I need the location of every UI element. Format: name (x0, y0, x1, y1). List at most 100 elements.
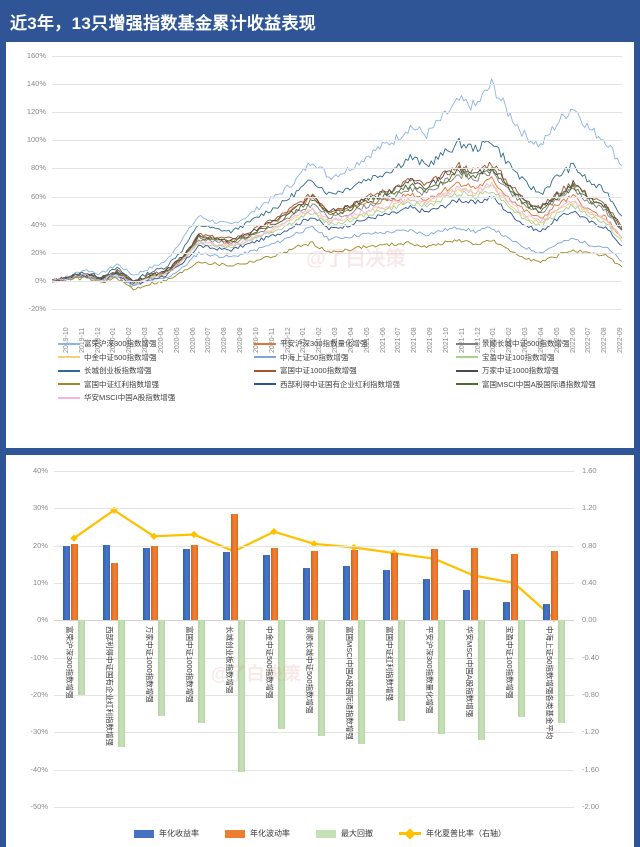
bar-annual-volatility[interactable] (350, 549, 358, 621)
legend-item-label: 西部利得中证国有企业红利指数增强 (280, 379, 400, 389)
line-chart-y-tick: 20% (30, 247, 46, 257)
bar-annual-volatility[interactable] (470, 547, 478, 621)
line-chart-gridline (52, 56, 622, 57)
legend-item-label: 宝盈中证100指数增强 (482, 352, 555, 362)
bar-chart-gridline (54, 471, 574, 472)
line-chart-plot-area (52, 56, 622, 310)
bar-annual-return[interactable] (63, 545, 70, 621)
bar-max-drawdown[interactable] (558, 620, 565, 723)
line-chart-y-tick: 140% (26, 79, 46, 89)
bar-annual-return[interactable] (143, 547, 150, 621)
bar-max-drawdown[interactable] (318, 620, 325, 737)
bar-annual-return[interactable] (183, 549, 190, 621)
bar-category-label: 中海上证50指数增强各类基金平均 (545, 626, 554, 740)
bar-annual-volatility[interactable] (430, 549, 438, 621)
bar-category-label: 景顺长城中证500指数增强 (305, 626, 314, 714)
bar-category-label: 富国中证1000指数增强 (185, 626, 194, 704)
bar-annual-return[interactable] (543, 603, 550, 621)
bar-max-drawdown[interactable] (158, 620, 165, 716)
bar-legend-item[interactable]: 最大回撤 (316, 828, 373, 839)
bar-legend-item[interactable]: 年化夏普比率（右轴） (399, 828, 506, 839)
bar-annual-volatility[interactable] (190, 544, 198, 621)
bar-annual-return[interactable] (383, 569, 390, 621)
legend-item-label: 富荣沪深300指数增强 (84, 339, 157, 348)
bar-annual-return[interactable] (343, 566, 350, 621)
line-chart-y-tick: 40% (30, 219, 46, 229)
legend-row: 长城创业板指数增强 富国中证1000指数增强 万家中证1000指数增强 (58, 365, 638, 376)
legend-bar-swatch (316, 829, 336, 838)
legend-item[interactable]: 华安MSCI中国A股指数增强 (58, 392, 254, 403)
bar-annual-volatility[interactable] (510, 553, 518, 621)
bar-legend-label: 最大回撤 (341, 829, 373, 838)
bar-chart-gridline (54, 807, 574, 808)
legend-item-label: 中金中证500指数增强 (84, 352, 157, 362)
bar-max-drawdown[interactable] (518, 620, 525, 718)
bar-max-drawdown[interactable] (118, 620, 125, 748)
legend-item[interactable]: 景顺长城中证500指数增强 (456, 338, 570, 349)
bar-max-drawdown[interactable] (78, 620, 85, 695)
line-series (52, 169, 622, 282)
legend-item[interactable]: 万家中证1000指数增强 (456, 365, 559, 376)
bar-annual-volatility[interactable] (550, 551, 558, 621)
bar-annual-return[interactable] (463, 590, 470, 621)
bar-annual-return[interactable] (223, 552, 230, 621)
bar-max-drawdown[interactable] (198, 620, 205, 723)
legend-item-label: 平安沪深300指数量化增强 (280, 339, 368, 348)
line-chart-gridline (52, 280, 622, 282)
bar-annual-return[interactable] (103, 544, 110, 621)
bar-annual-volatility[interactable] (110, 563, 118, 621)
legend-item[interactable]: 富荣沪深300指数增强 (58, 338, 254, 349)
bar-chart-left-tick: 40% (32, 466, 48, 475)
line-chart-gridline (52, 84, 622, 86)
legend-item-label: 富国MSCI中国A股国际通指数增强 (482, 379, 596, 389)
bar-legend-item[interactable]: 年化波动率 (225, 828, 290, 839)
legend-item[interactable]: 富国中证1000指数增强 (254, 365, 456, 376)
line-chart-y-tick: 60% (30, 191, 46, 201)
bar-annual-return[interactable] (503, 601, 510, 621)
line-chart-y-tick: 80% (30, 163, 46, 173)
legend-item[interactable]: 西部利得中证国有企业红利指数增强 (254, 379, 456, 390)
legend-item-label: 长城创业板指数增强 (84, 366, 152, 375)
bar-category-label: 中金中证500指数增强 (265, 626, 274, 699)
bar-chart-right-tick: -2.00 (582, 802, 600, 811)
bar-chart-left-tick: 30% (32, 503, 48, 513)
legend-item[interactable]: 富国中证红利指数增强 (58, 379, 254, 390)
bar-chart-right-tick: 0.80 (582, 540, 597, 550)
bar-annual-volatility[interactable] (270, 548, 278, 621)
bar-max-drawdown[interactable] (398, 620, 405, 722)
bar-annual-volatility[interactable] (310, 550, 318, 621)
bar-annual-return[interactable] (423, 579, 430, 621)
sharpe-marker (70, 534, 78, 542)
bar-annual-volatility[interactable] (230, 513, 238, 621)
legend-item-label: 景顺长城中证500指数增强 (482, 339, 570, 348)
bar-chart-right-tick: 0.40 (582, 578, 597, 587)
bar-max-drawdown[interactable] (438, 620, 445, 735)
legend-bar-swatch (134, 829, 154, 838)
line-chart-gridline (52, 224, 622, 226)
line-series (52, 184, 622, 285)
legend-item[interactable]: 平安沪深300指数量化增强 (254, 338, 456, 349)
legend-item[interactable]: 宝盈中证100指数增强 (456, 352, 555, 363)
legend-item[interactable]: 长城创业板指数增强 (58, 365, 254, 376)
bar-annual-return[interactable] (263, 555, 270, 621)
bar-chart-right-tick: 1.20 (582, 503, 597, 513)
bar-legend-item[interactable]: 年化收益率 (134, 828, 199, 839)
bar-annual-volatility[interactable] (390, 552, 398, 621)
legend-item[interactable]: 中海上证50指数增强 (254, 352, 456, 363)
bar-max-drawdown[interactable] (238, 620, 245, 772)
legend-item[interactable]: 富国MSCI中国A股国际通指数增强 (456, 379, 596, 390)
bar-max-drawdown[interactable] (278, 620, 285, 729)
bar-annual-volatility[interactable] (70, 543, 78, 621)
bar-chart-gridline (54, 695, 574, 696)
legend-item[interactable]: 中金中证500指数增强 (58, 352, 254, 363)
bar-chart-left-tick: -20% (30, 690, 48, 699)
line-chart-gridline (52, 196, 622, 198)
bar-annual-volatility[interactable] (150, 545, 158, 621)
bar-chart-right-tick: 0.00 (582, 615, 597, 625)
bar-annual-return[interactable] (303, 568, 310, 621)
bar-category-label: 富国MSCI中国A股国际通指数增强 (345, 626, 354, 741)
bar-max-drawdown[interactable] (478, 620, 485, 740)
bar-chart-right-tick: -0.40 (582, 652, 600, 662)
bar-max-drawdown[interactable] (358, 620, 365, 744)
